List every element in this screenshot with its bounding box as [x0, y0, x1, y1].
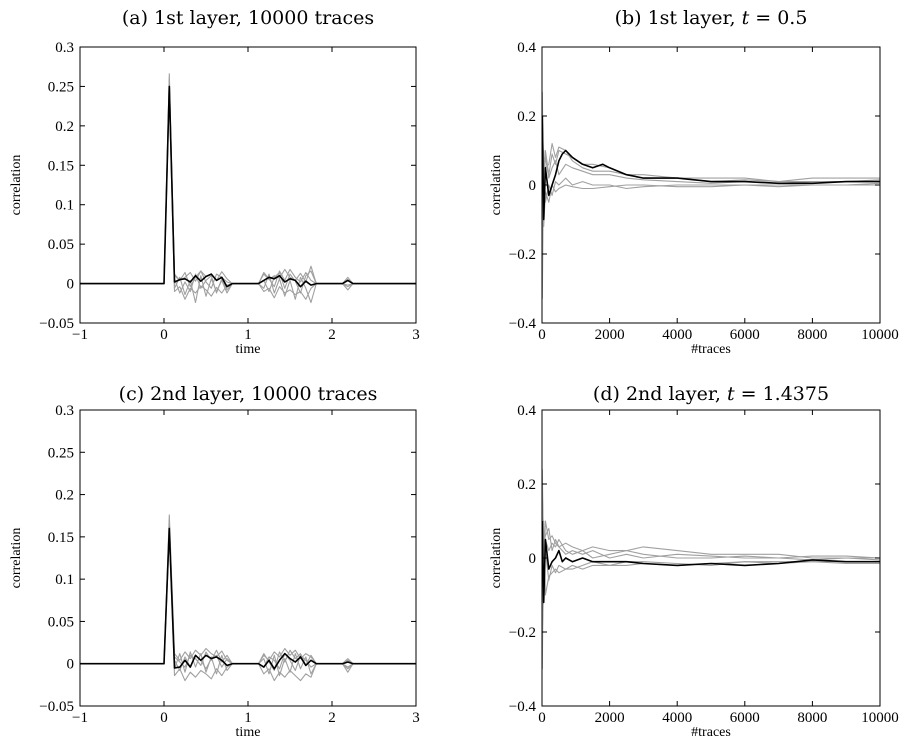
- y-tick-label: 0: [529, 551, 537, 567]
- y-axis-label: correlation: [9, 155, 24, 216]
- y-tick-label: 0.05: [48, 237, 74, 253]
- title-part: = 0.5: [749, 7, 807, 29]
- series-line-2: [541, 502, 881, 596]
- panel-title: (c) 2nd layer, 10000 traces: [119, 383, 378, 405]
- x-tick-label: 4000: [662, 710, 692, 726]
- y-tick-label: −0.4: [509, 699, 537, 715]
- x-tick-label: 2000: [595, 327, 625, 343]
- x-tick-label: 0: [160, 327, 168, 343]
- y-tick-label: −0.2: [509, 625, 536, 641]
- y-tick-label: 0.15: [48, 530, 74, 546]
- series-line-1: [80, 95, 416, 300]
- x-tick-label: −1: [72, 710, 88, 726]
- x-axis-label: #traces: [691, 725, 731, 740]
- y-axis-label: correlation: [489, 155, 504, 216]
- title-part: = 1.4375: [735, 383, 829, 405]
- x-tick-label: 8000: [797, 327, 827, 343]
- axes-frame: [79, 46, 417, 324]
- x-axis-label: #traces: [691, 342, 731, 357]
- series-line-1: [80, 536, 416, 682]
- series-line-4: [541, 115, 880, 184]
- x-axis-label: time: [236, 725, 261, 740]
- series-line-3: [541, 182, 881, 227]
- y-tick-label: 0.4: [517, 403, 536, 419]
- panel-title: (d) 2nd layer, t = 1.4375: [593, 383, 829, 405]
- y-tick-label: 0.15: [48, 158, 74, 174]
- y-tick-label: 0.25: [48, 79, 74, 95]
- x-tick-label: 3: [412, 710, 420, 726]
- y-tick-label: 0.3: [55, 403, 74, 419]
- series-line-2: [80, 81, 416, 294]
- y-tick-label: 0.05: [48, 614, 74, 630]
- y-tick-label: 0.4: [517, 40, 536, 56]
- title-variable: t: [742, 7, 750, 29]
- x-tick-label: 1: [244, 327, 252, 343]
- y-tick-label: 0.1: [55, 198, 74, 214]
- series-line-3: [80, 529, 416, 677]
- x-tick-label: 10000: [861, 327, 899, 343]
- y-tick-label: 0.2: [517, 477, 536, 493]
- y-tick-label: −0.05: [39, 316, 74, 332]
- series-line-5: [80, 85, 416, 288]
- x-tick-label: 6000: [730, 327, 760, 343]
- series-line-0: [541, 91, 880, 203]
- x-tick-label: −1: [72, 327, 88, 343]
- series-line-4: [80, 519, 416, 672]
- series-line-5: [541, 520, 880, 604]
- series-line-0: [80, 514, 416, 665]
- x-tick-label: 10000: [861, 710, 899, 726]
- panel-a: (a) 1st layer, 10000 traces −1 0 1 2 3 −0.05 0 0…: [9, 7, 420, 357]
- y-tick-label: 0: [67, 277, 75, 293]
- series-line-0: [80, 73, 416, 285]
- y-tick-label: 0.3: [55, 40, 74, 56]
- x-tick-label: 0: [538, 327, 546, 343]
- x-tick-label: 6000: [730, 710, 760, 726]
- series-line-1: [541, 520, 880, 670]
- series-line-2: [80, 523, 416, 672]
- x-tick-label: 0: [160, 710, 168, 726]
- y-tick-label: 0.1: [55, 572, 74, 588]
- panel-title: (a) 1st layer, 10000 traces: [122, 7, 374, 29]
- y-tick-label: 0.2: [517, 109, 536, 125]
- y-axis-label: correlation: [489, 528, 504, 589]
- axes-frame: [79, 409, 417, 707]
- panel-d: (d) 2nd layer, t = 1.4375 0 2000 4000 6000 80…: [489, 383, 899, 740]
- panel-c: (c) 2nd layer, 10000 traces −1 0 1 2 3 −0.05 0 0…: [9, 383, 420, 740]
- x-axis-label: time: [236, 342, 261, 357]
- x-tick-label: 4000: [662, 327, 692, 343]
- x-tick-label: 8000: [797, 710, 827, 726]
- panel-b: (b) 1st layer, t = 0.5 0 2000 4000 6000 8000 1…: [489, 7, 899, 357]
- y-tick-label: −0.4: [509, 316, 537, 332]
- series-line-1: [541, 149, 880, 299]
- series-line-5: [80, 527, 416, 670]
- panel-title: (b) 1st layer, t = 0.5: [615, 7, 808, 29]
- x-tick-label: 3: [412, 327, 420, 343]
- series-line-4: [80, 77, 416, 289]
- series-line-5: [541, 115, 880, 221]
- x-tick-label: 2: [328, 327, 336, 343]
- title-part: (b) 1st layer,: [615, 7, 742, 29]
- title-variable: t: [727, 383, 735, 405]
- series-line-4: [541, 491, 881, 559]
- x-tick-label: 0: [538, 710, 546, 726]
- series-line-3: [80, 90, 416, 304]
- y-tick-label: 0.2: [55, 488, 74, 504]
- series-line-2: [541, 133, 881, 214]
- title-part: (d) 2nd layer,: [593, 383, 727, 405]
- y-tick-label: −0.05: [39, 699, 74, 715]
- y-tick-label: 0.2: [55, 119, 74, 135]
- y-tick-label: 0: [529, 178, 537, 194]
- x-tick-label: 2: [328, 710, 336, 726]
- x-tick-label: 2000: [595, 710, 625, 726]
- y-tick-label: −0.2: [509, 247, 536, 263]
- y-axis-label: correlation: [9, 528, 24, 589]
- x-tick-label: 1: [244, 710, 252, 726]
- y-tick-label: 0.25: [48, 445, 74, 461]
- y-tick-label: 0: [67, 657, 75, 673]
